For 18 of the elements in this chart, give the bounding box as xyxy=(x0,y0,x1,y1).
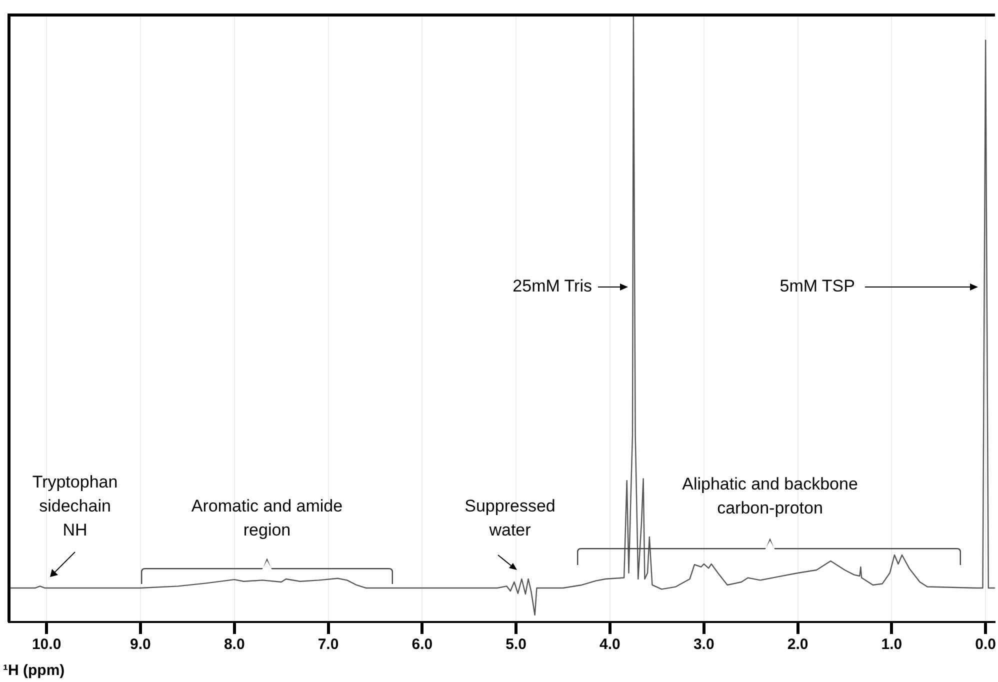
x-tick-label: 8.0 xyxy=(224,636,245,654)
x-tick-label: 0.0 xyxy=(975,636,996,654)
x-tick-label: 4.0 xyxy=(600,636,620,654)
x-axis-title: ¹H (ppm) xyxy=(3,662,65,680)
x-tick-label: 6.0 xyxy=(412,636,433,654)
x-tick-label: 5.0 xyxy=(506,636,526,654)
annotation: Aliphatic and backbone carbon-proton xyxy=(682,474,858,518)
x-tick-label: 7.0 xyxy=(318,636,339,654)
annotation: 5mM TSP xyxy=(780,276,855,296)
annotation: Tryptophan sidechain NH xyxy=(32,472,118,540)
x-tick-label: 1.0 xyxy=(881,636,902,654)
annotation: 25mM Tris xyxy=(512,276,592,296)
annotation: Suppressed water xyxy=(464,496,556,540)
x-tick-label: 2.0 xyxy=(787,636,808,654)
annotation: Aromatic and amide region xyxy=(191,496,343,540)
x-tick-label: 3.0 xyxy=(693,636,714,654)
x-tick-label: 9.0 xyxy=(130,636,151,654)
x-tick-label: 10.0 xyxy=(32,636,62,654)
